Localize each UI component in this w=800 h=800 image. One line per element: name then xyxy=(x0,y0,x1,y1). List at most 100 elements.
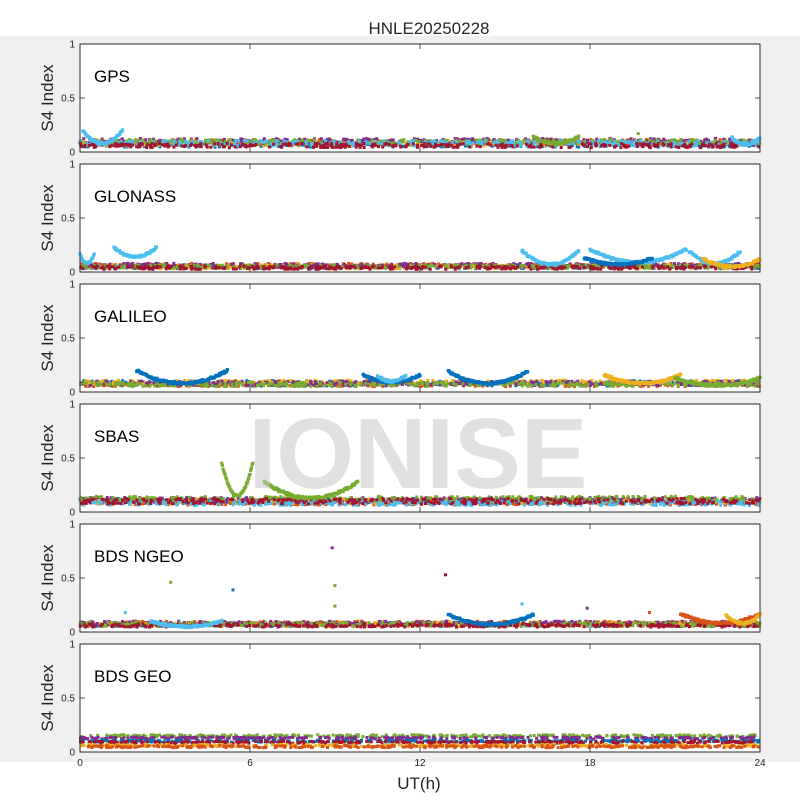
data-point xyxy=(412,139,415,143)
data-point xyxy=(163,140,167,144)
data-point xyxy=(682,144,686,148)
data-point xyxy=(722,140,726,143)
data-point xyxy=(227,146,231,150)
data-point xyxy=(372,140,376,143)
data-point xyxy=(293,140,297,144)
data-point xyxy=(188,141,191,145)
data-point xyxy=(606,142,610,146)
data-point xyxy=(516,138,520,142)
data-point xyxy=(555,144,558,148)
data-point xyxy=(420,267,424,271)
data-point xyxy=(240,138,244,142)
data-point xyxy=(428,267,432,271)
data-point xyxy=(359,143,363,147)
data-point xyxy=(130,140,134,144)
data-point xyxy=(643,140,647,144)
data-point xyxy=(669,145,673,149)
data-point xyxy=(135,145,139,149)
data-point xyxy=(195,137,199,141)
data-point xyxy=(684,140,688,144)
data-point xyxy=(672,140,676,144)
data-point xyxy=(492,138,496,142)
data-point xyxy=(468,145,472,149)
data-point xyxy=(375,137,379,141)
data-point xyxy=(222,142,226,146)
data-point xyxy=(526,141,530,145)
data-point xyxy=(524,142,528,146)
data-point xyxy=(504,138,507,142)
data-point xyxy=(296,142,300,146)
data-point xyxy=(292,142,296,146)
data-point xyxy=(241,140,245,144)
data-point xyxy=(428,142,432,146)
data-point xyxy=(92,252,96,256)
data-point xyxy=(211,138,215,142)
data-point xyxy=(332,267,336,271)
data-point xyxy=(339,266,343,270)
data-point xyxy=(84,266,88,269)
data-point xyxy=(233,142,237,145)
data-point xyxy=(126,261,130,265)
data-point xyxy=(197,140,200,144)
data-point xyxy=(161,139,165,143)
data-point xyxy=(215,266,219,270)
data-point xyxy=(120,128,125,132)
data-point xyxy=(590,144,594,148)
data-point xyxy=(729,142,733,146)
data-point xyxy=(420,144,424,147)
data-point xyxy=(370,141,374,145)
data-point xyxy=(444,267,448,271)
data-point xyxy=(291,139,295,143)
data-point xyxy=(319,137,323,141)
data-point xyxy=(244,143,247,147)
data-point xyxy=(251,264,255,268)
data-point xyxy=(631,143,635,147)
data-point xyxy=(604,140,608,144)
data-point xyxy=(434,139,438,142)
data-point xyxy=(247,142,251,146)
data-point xyxy=(582,265,586,269)
data-point xyxy=(628,266,632,270)
data-point xyxy=(578,141,582,144)
data-point xyxy=(619,139,623,143)
data-point xyxy=(325,142,329,145)
data-point xyxy=(203,265,207,269)
data-point xyxy=(339,146,343,149)
panel-label: GPS xyxy=(94,67,130,86)
data-point xyxy=(613,145,616,149)
data-point xyxy=(634,139,638,143)
data-point xyxy=(496,142,500,146)
data-point xyxy=(708,142,712,146)
data-point xyxy=(286,267,289,271)
data-point xyxy=(176,144,180,148)
data-point xyxy=(297,266,301,270)
data-point xyxy=(409,141,413,145)
data-point xyxy=(563,265,567,269)
data-point xyxy=(79,142,83,146)
data-point xyxy=(620,142,623,146)
data-point xyxy=(478,145,482,149)
data-point xyxy=(622,140,626,144)
data-point xyxy=(213,142,217,146)
data-point xyxy=(500,143,504,147)
data-point xyxy=(307,266,311,269)
data-point xyxy=(526,139,530,143)
data-point xyxy=(83,143,87,147)
data-point xyxy=(618,267,622,271)
data-point xyxy=(214,138,218,142)
data-point xyxy=(549,137,553,141)
data-point xyxy=(739,138,743,142)
spike-point xyxy=(636,132,640,136)
data-point xyxy=(281,142,285,146)
data-point xyxy=(432,145,436,149)
data-point xyxy=(528,139,532,143)
data-point xyxy=(122,145,126,149)
data-point xyxy=(454,143,458,147)
data-point xyxy=(540,137,544,140)
data-point xyxy=(253,140,257,144)
data-point xyxy=(602,144,606,148)
data-point xyxy=(406,265,409,269)
data-point xyxy=(639,139,643,143)
